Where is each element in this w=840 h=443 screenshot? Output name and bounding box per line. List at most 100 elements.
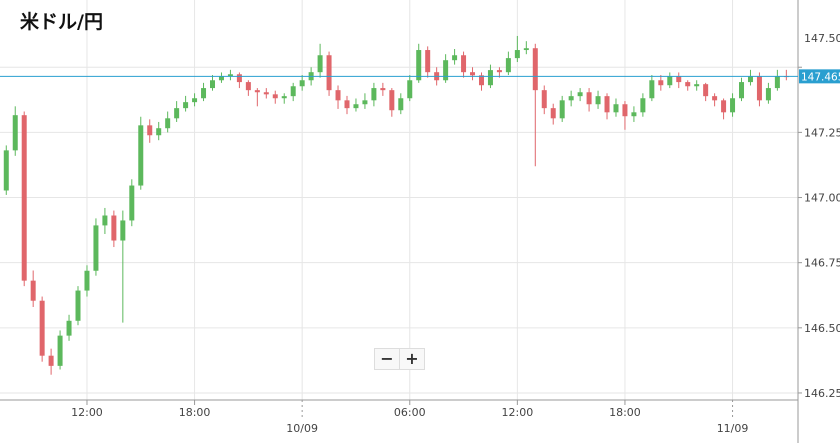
candle-body — [774, 76, 780, 89]
candle-body — [532, 48, 538, 91]
candle-body — [398, 98, 404, 111]
candle-body — [703, 84, 709, 97]
candle-body — [30, 280, 36, 301]
candle-body — [39, 300, 45, 356]
y-tick-label: 147.500 — [804, 32, 840, 45]
candle-body — [676, 76, 682, 83]
candle-body — [712, 96, 718, 101]
candle-body — [227, 74, 233, 77]
candle-body — [604, 96, 610, 113]
candle-body — [550, 108, 556, 119]
candle-body — [371, 88, 377, 101]
candle-body — [263, 92, 269, 95]
candle-body — [57, 335, 63, 366]
candle-body — [756, 76, 762, 101]
candle-body — [183, 102, 189, 109]
x-tick-label: 11/09 — [717, 422, 749, 435]
candle-body — [75, 290, 81, 321]
candle-body — [559, 100, 565, 119]
candle-body — [541, 90, 547, 109]
candle-body — [192, 98, 198, 103]
candle-body — [120, 220, 126, 241]
candle-body — [111, 215, 117, 241]
candle-body — [201, 88, 207, 99]
candle-body — [730, 98, 736, 113]
candle-body — [496, 70, 502, 73]
candle-body — [765, 88, 771, 101]
last-price-label: 147.465 — [801, 71, 840, 83]
candle-body — [425, 50, 431, 73]
candle-body — [156, 128, 162, 136]
candle-body — [236, 74, 242, 83]
x-tick-label: 12:00 — [502, 406, 534, 419]
candle-body — [739, 82, 745, 99]
candle-body — [174, 108, 180, 119]
y-tick-label: 147.000 — [804, 192, 840, 205]
candle-body — [478, 75, 484, 86]
y-tick-label: 147.250 — [804, 126, 840, 139]
candle-body — [416, 50, 422, 81]
candle-body — [470, 72, 476, 76]
candle-body — [102, 215, 108, 226]
candle-body — [640, 98, 646, 113]
candle-body — [254, 90, 260, 93]
x-tick-label: 06:00 — [394, 406, 426, 419]
candle-body — [577, 92, 583, 97]
candle-body — [326, 55, 332, 91]
candle-body — [272, 94, 278, 99]
x-tick-label: 10/09 — [286, 422, 318, 435]
candle-body — [443, 60, 449, 81]
candle-body — [514, 50, 520, 59]
candle-body — [353, 104, 359, 109]
candle-body — [595, 96, 601, 105]
chart-title: 米ドル/円 — [20, 10, 103, 33]
candle-body — [290, 86, 296, 97]
candle-body — [523, 48, 529, 51]
candle-body — [631, 112, 637, 117]
candle-body — [93, 225, 99, 271]
candle-body — [721, 100, 727, 113]
candle-body — [461, 55, 467, 73]
candle-body — [747, 76, 753, 83]
candle-body — [362, 100, 368, 105]
x-tick-label: 18:00 — [609, 406, 641, 419]
candle-body — [165, 118, 171, 129]
candle-body — [568, 96, 574, 101]
candle-body — [48, 355, 54, 366]
candle-body — [66, 320, 72, 336]
candle-body — [218, 76, 224, 81]
candle-body — [317, 55, 323, 73]
candle-body — [622, 104, 628, 117]
candle-body — [281, 96, 287, 99]
candle-body — [245, 82, 251, 91]
candle-body — [21, 115, 27, 281]
candle-body — [407, 80, 413, 99]
candle-body — [138, 125, 144, 186]
candle-body — [505, 58, 511, 73]
candle-body — [12, 115, 18, 151]
candle-body — [389, 90, 395, 111]
candle-body — [649, 80, 655, 99]
candle-body — [685, 82, 691, 87]
candle-body — [667, 76, 673, 86]
candle-body — [380, 88, 386, 91]
y-tick-label: 146.750 — [804, 257, 840, 270]
zoom-in-button[interactable]: + — [399, 348, 425, 370]
candle-body — [658, 80, 664, 86]
x-tick-label: 12:00 — [71, 406, 103, 419]
candle-body — [129, 185, 135, 221]
zoom-out-button[interactable]: − — [374, 348, 400, 370]
candle-body — [335, 90, 341, 101]
candle-body — [3, 150, 9, 191]
candle-body — [694, 84, 700, 87]
candle-body — [147, 125, 153, 136]
candle-body — [613, 104, 619, 113]
candle-body — [344, 100, 350, 109]
candle-body — [299, 80, 305, 87]
last-price-box — [799, 69, 840, 84]
candle-body — [487, 70, 493, 86]
candle-body — [210, 80, 216, 89]
candle-body — [452, 55, 458, 61]
y-tick-label: 146.500 — [804, 322, 840, 335]
